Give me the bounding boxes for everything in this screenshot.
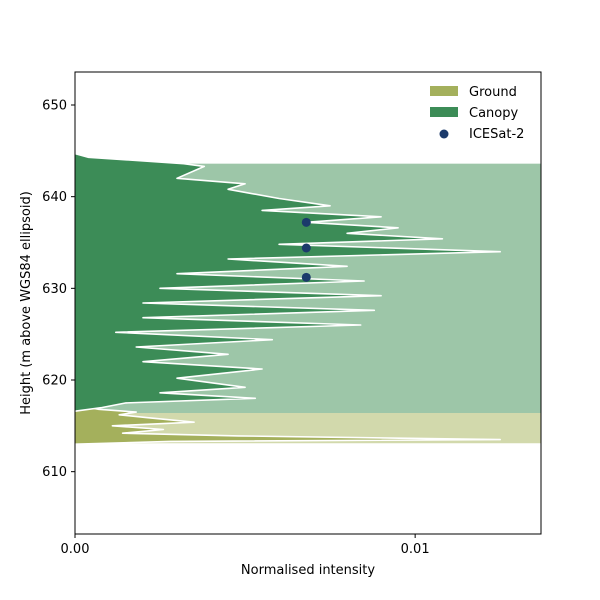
y-axis-label: Height (m above WGS84 ellipsoid) bbox=[19, 191, 34, 415]
canopy-legend-swatch bbox=[430, 107, 458, 117]
plot-frame bbox=[74, 71, 542, 535]
area-layer bbox=[74, 152, 501, 445]
ground-legend-swatch bbox=[430, 86, 458, 96]
x-tick-label: 0.01 bbox=[401, 542, 430, 557]
x-axis-label: Normalised intensity bbox=[241, 563, 375, 578]
icesat-point bbox=[301, 272, 311, 282]
legend-label: Canopy bbox=[469, 106, 518, 121]
icesat-point bbox=[301, 217, 311, 227]
x-tick-label: 0.00 bbox=[61, 542, 90, 557]
legend-label: ICESat-2 bbox=[469, 127, 524, 142]
y-tick-label: 630 bbox=[42, 282, 67, 297]
y-tick-label: 620 bbox=[42, 374, 67, 389]
canopy-area bbox=[75, 153, 501, 412]
canopy-profile-line bbox=[74, 152, 501, 412]
ground-profile-line bbox=[74, 404, 501, 445]
icesat-legend-marker bbox=[439, 129, 449, 139]
y-tick-label: 650 bbox=[42, 99, 67, 114]
legend: Ground Canopy ICESat-2 bbox=[430, 85, 524, 142]
y-tick-label: 610 bbox=[42, 465, 67, 480]
icesat-point bbox=[301, 243, 311, 253]
marker-layer bbox=[301, 217, 311, 282]
axes: 0.00 0.01 610 620 630 640 650 bbox=[42, 71, 542, 557]
y-tick-label: 640 bbox=[42, 190, 67, 205]
legend-label: Ground bbox=[469, 85, 517, 100]
ground-area bbox=[75, 404, 501, 445]
